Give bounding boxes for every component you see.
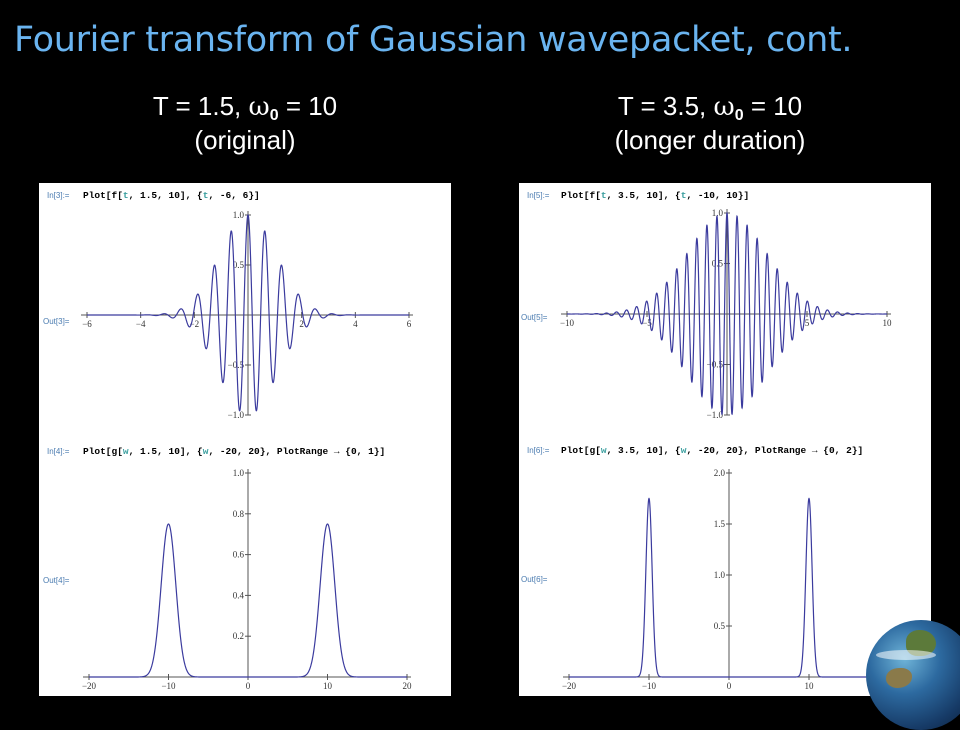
x-tick-label: −10 xyxy=(642,681,657,691)
left-caption-params: T = 1.5, ω0 = 10 xyxy=(152,91,338,124)
y-tick-label: 0.4 xyxy=(233,590,245,600)
left-panel-svg: In[3]:= Plot[f[t, 1.5, 10], {t, -6, 6}] … xyxy=(43,190,413,691)
x-tick-label: 6 xyxy=(407,319,412,329)
y-tick-label: 1.0 xyxy=(233,210,245,220)
x-tick-label: −20 xyxy=(562,681,577,691)
right-panel-svg: In[5]:= Plot[f[t, 3.5, 10], {t, -10, 10}… xyxy=(521,190,894,691)
y-tick-label: −1.0 xyxy=(228,410,245,420)
y-tick-label: 0.2 xyxy=(233,631,244,641)
slide-title: Fourier transform of Gaussian wavepacket… xyxy=(14,20,853,60)
right-caption-note: (longer duration) xyxy=(614,125,806,155)
y-tick-label: 0.6 xyxy=(233,550,245,560)
wavepacket-plot-right: −10 −5 5 10 −1.0 −0.5 0.5 1.0 xyxy=(560,208,892,420)
y-tick-label: 0.5 xyxy=(233,260,245,270)
x-tick-label: 0 xyxy=(246,681,251,691)
y-tick-label: 2.0 xyxy=(714,468,726,478)
x-tick-label: 0 xyxy=(727,681,732,691)
y-tick-label: 0.5 xyxy=(712,259,724,269)
x-tick-label: −10 xyxy=(161,681,176,691)
x-tick-label: −5 xyxy=(642,318,652,328)
output-label: Out[3]= xyxy=(43,317,70,326)
y-tick-label: −1.0 xyxy=(707,410,724,420)
x-tick-label: 4 xyxy=(353,319,358,329)
input-code[interactable]: Plot[g[w, 1.5, 10], {w, -20, 20}, PlotRa… xyxy=(83,446,385,457)
y-tick-label: −0.5 xyxy=(707,360,724,370)
input-label: In[4]:= xyxy=(47,447,70,456)
right-caption: T = 3.5, ω0 = 10 (longer duration) xyxy=(580,90,840,157)
x-tick-label: 20 xyxy=(403,681,413,691)
series-line xyxy=(89,523,407,678)
x-tick-label: 10 xyxy=(323,681,333,691)
y-tick-label: 1.5 xyxy=(714,519,726,529)
wavepacket-plot-left: −6 −4 −2 2 4 6 −1.0 −0.5 0.5 1.0 xyxy=(81,210,413,420)
x-tick-label: 2 xyxy=(299,319,304,329)
series-line xyxy=(87,214,409,412)
spectrum-plot-left: −20 −10 0 10 20 0.2 0.4 0.6 0.8 1.0 xyxy=(82,468,412,691)
earth-globe-icon xyxy=(866,620,960,730)
output-label: Out[5]= xyxy=(521,313,548,322)
y-tick-label: 1.0 xyxy=(233,468,245,478)
left-notebook-panel: In[3]:= Plot[f[t, 1.5, 10], {t, -6, 6}] … xyxy=(39,183,451,696)
right-notebook-panel: In[5]:= Plot[f[t, 3.5, 10], {t, -10, 10}… xyxy=(519,183,931,696)
y-tick-label: −0.5 xyxy=(228,360,245,370)
input-code[interactable]: Plot[f[t, 1.5, 10], {t, -6, 6}] xyxy=(83,190,260,201)
input-label: In[5]:= xyxy=(527,191,550,200)
output-label: Out[4]= xyxy=(43,576,70,585)
x-tick-label: 10 xyxy=(805,681,815,691)
x-tick-label: −10 xyxy=(560,318,575,328)
right-caption-params: T = 3.5, ω0 = 10 xyxy=(617,91,803,124)
input-label: In[6]:= xyxy=(527,446,550,455)
y-tick-label: 1.0 xyxy=(714,570,726,580)
y-tick-label: 1.0 xyxy=(712,208,724,218)
x-tick-label: −20 xyxy=(82,681,97,691)
y-tick-label: 0.5 xyxy=(714,621,726,631)
x-tick-label: −4 xyxy=(136,319,146,329)
left-caption-note: (original) xyxy=(194,125,296,155)
x-tick-label: −2 xyxy=(190,319,200,329)
series-line xyxy=(567,211,887,416)
series-line xyxy=(569,497,889,678)
left-caption: T = 1.5, ω0 = 10 (original) xyxy=(125,90,365,157)
input-code[interactable]: Plot[f[t, 3.5, 10], {t, -10, 10}] xyxy=(561,190,749,201)
output-label: Out[6]= xyxy=(521,575,548,584)
input-code[interactable]: Plot[g[w, 3.5, 10], {w, -20, 20}, PlotRa… xyxy=(561,445,863,456)
y-tick-label: 0.8 xyxy=(233,509,245,519)
x-tick-label: 10 xyxy=(883,318,893,328)
x-tick-label: 5 xyxy=(805,318,810,328)
input-label: In[3]:= xyxy=(47,191,70,200)
x-tick-label: −6 xyxy=(82,319,92,329)
